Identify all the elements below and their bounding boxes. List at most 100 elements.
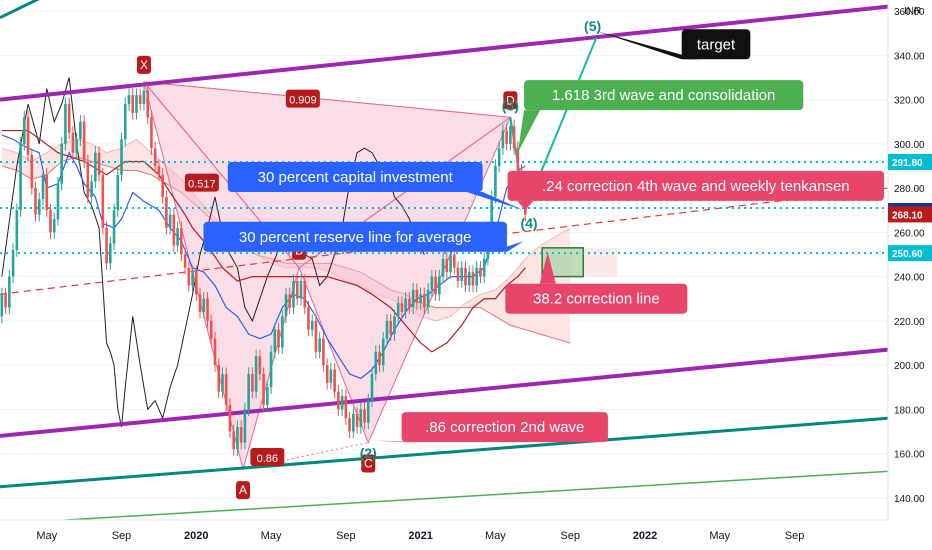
candle [288,294,292,308]
candle [183,254,187,268]
time-tick-label: May [485,530,506,542]
annotation-box [401,412,608,443]
elliott-wave-label: (5) [584,18,601,34]
candle [497,148,501,166]
annotation-box [203,221,507,252]
candle [396,303,400,317]
candle [176,227,179,246]
time-tick-label: 2022 [633,530,657,542]
candle [366,400,370,423]
price-marker-label: 250.60 [892,249,923,260]
candle [295,281,299,299]
annotation-pointer [466,192,524,211]
candle [318,338,321,352]
annotation-text: .24 correction 4th wave and weekly tenka… [542,178,850,195]
candle [254,356,258,392]
candle [516,148,520,171]
time-tick-label: May [709,530,730,542]
elliott-wave-label: (3) [502,98,519,114]
annotation-box [227,162,483,193]
candle [209,320,213,339]
candle [52,219,56,233]
ratio-badge [285,89,320,108]
price-axis[interactable]: 140.00 160.00 180.00 200.00 220.00 240.00 260.… [887,0,932,550]
ratio-label: 0.86 [257,453,278,465]
candle [284,294,288,317]
trendline-green-lowest [65,470,889,521]
ratio-badge [184,173,219,192]
candle [217,365,221,392]
wave-point-badge [361,454,376,473]
candle [430,276,434,290]
candle [456,267,460,282]
candle [280,316,284,348]
time-axis[interactable]: May Sep 2020 May Sep 2021 May Sep 2022 May Sep [0,519,888,550]
candle [94,152,97,182]
candle [56,183,60,220]
candle [232,431,235,450]
candle [112,210,116,244]
annotation-text: 1.618 3rd wave and consolidation [552,87,776,104]
candle [269,351,273,388]
candle [415,289,419,304]
candle [108,243,112,264]
candle [206,298,209,321]
time-tick-label: May [261,530,282,542]
candle [49,210,52,233]
candle [389,320,393,335]
candle [60,143,64,184]
candle [467,272,471,286]
price-tick-label: 280.00 [894,184,925,195]
candle [120,139,123,175]
candle [359,409,363,428]
candle [11,250,15,277]
axis-background [888,0,932,550]
candle [449,254,452,273]
candle [251,373,254,392]
candle [475,267,479,286]
candle [378,351,381,366]
currency-label: INR [904,6,921,17]
candle [438,276,441,295]
candle [333,369,336,392]
candle [314,320,318,352]
candle [82,121,86,162]
candle [15,210,19,251]
candle [101,174,105,228]
candle [266,387,269,405]
candle [363,409,366,423]
axis-background [0,520,888,550]
ratio-badge [250,448,285,467]
price-marker [888,245,932,262]
trendline-teal-lower [0,416,889,489]
annotation-text: 30 percent capital investment [258,169,454,186]
candle [494,165,497,197]
annotation-box [507,170,884,201]
price-tick-label: 180.00 [894,405,925,416]
price-tick-label: 240.00 [894,273,925,284]
time-tick-label: Sep [336,530,356,542]
candle [165,196,168,228]
candle [370,373,374,401]
price-tick-label: 300.00 [894,140,925,151]
candle [198,294,202,312]
annotation-text: target [697,36,736,53]
candle [277,329,280,348]
candle [180,227,183,255]
candle [460,267,464,282]
wave-point-label: A [239,483,247,497]
candle [157,165,161,175]
candle [247,373,250,410]
annotation-box [505,283,688,314]
candle [153,148,157,166]
candle [228,404,232,432]
candle [258,356,262,374]
candle [273,329,277,352]
candle [292,281,295,308]
candle [310,320,314,330]
time-tick-label: May [36,530,57,542]
annotation-pointer [596,30,698,60]
candle [97,152,101,175]
